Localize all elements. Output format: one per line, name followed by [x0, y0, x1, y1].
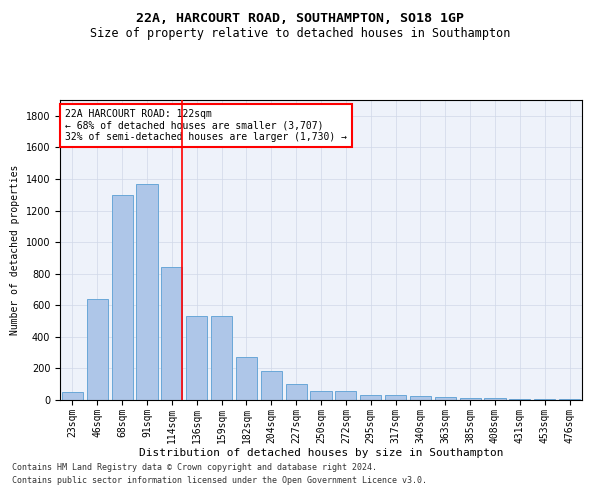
- Text: 22A HARCOURT ROAD: 122sqm
← 68% of detached houses are smaller (3,707)
32% of se: 22A HARCOURT ROAD: 122sqm ← 68% of detac…: [65, 109, 347, 142]
- Text: 22A, HARCOURT ROAD, SOUTHAMPTON, SO18 1GP: 22A, HARCOURT ROAD, SOUTHAMPTON, SO18 1G…: [136, 12, 464, 26]
- Bar: [559, 399, 580, 400]
- Bar: [335, 390, 356, 400]
- Bar: [360, 396, 381, 400]
- Text: Size of property relative to detached houses in Southampton: Size of property relative to detached ho…: [90, 28, 510, 40]
- Bar: [161, 268, 182, 400]
- Text: Contains public sector information licensed under the Open Government Licence v3: Contains public sector information licen…: [12, 476, 427, 485]
- Bar: [261, 371, 282, 400]
- Bar: [211, 316, 232, 400]
- Bar: [87, 299, 108, 400]
- Bar: [410, 396, 431, 400]
- Text: Contains HM Land Registry data © Crown copyright and database right 2024.: Contains HM Land Registry data © Crown c…: [12, 464, 377, 472]
- Bar: [62, 392, 83, 400]
- Bar: [310, 390, 332, 400]
- Bar: [509, 398, 530, 400]
- Bar: [286, 384, 307, 400]
- Bar: [385, 396, 406, 400]
- Bar: [236, 358, 257, 400]
- X-axis label: Distribution of detached houses by size in Southampton: Distribution of detached houses by size …: [139, 448, 503, 458]
- Bar: [435, 397, 456, 400]
- Bar: [484, 398, 506, 400]
- Bar: [534, 399, 555, 400]
- Bar: [460, 398, 481, 400]
- Bar: [112, 194, 133, 400]
- Bar: [186, 316, 207, 400]
- Y-axis label: Number of detached properties: Number of detached properties: [10, 165, 20, 335]
- Bar: [136, 184, 158, 400]
